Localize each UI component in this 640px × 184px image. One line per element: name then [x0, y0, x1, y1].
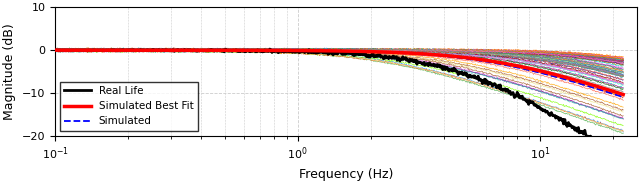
Real Life	[483, 82, 490, 84]
Real Life	[86, 49, 94, 51]
Y-axis label: Magnitude (dB): Magnitude (dB)	[3, 23, 17, 120]
Simulated Best Fit	[381, 51, 389, 53]
Simulated	[381, 51, 389, 53]
X-axis label: Frequency (Hz): Frequency (Hz)	[299, 168, 393, 181]
Simulated Best Fit	[540, 71, 548, 73]
Real Life	[382, 57, 390, 59]
Line: Simulated: Simulated	[55, 50, 623, 97]
Simulated	[86, 49, 94, 51]
Simulated Best Fit	[396, 52, 404, 54]
Real Life	[266, 48, 274, 50]
Simulated Best Fit	[51, 49, 59, 51]
Line: Real Life: Real Life	[55, 49, 623, 161]
Simulated Best Fit	[86, 49, 94, 51]
Line: Simulated Best Fit: Simulated Best Fit	[55, 50, 623, 95]
Simulated	[396, 52, 404, 54]
Simulated	[540, 73, 548, 75]
Real Life	[619, 160, 627, 162]
Simulated	[413, 53, 421, 55]
Real Life	[414, 60, 422, 63]
Simulated Best Fit	[413, 52, 421, 55]
Simulated	[51, 49, 59, 51]
Real Life	[541, 109, 549, 111]
Legend: Real Life, Simulated Best Fit, Simulated: Real Life, Simulated Best Fit, Simulated	[60, 82, 198, 131]
Simulated Best Fit	[620, 93, 627, 96]
Real Life	[51, 49, 59, 51]
Simulated	[482, 61, 490, 63]
Real Life	[620, 156, 627, 158]
Simulated Best Fit	[482, 59, 490, 61]
Real Life	[397, 58, 404, 60]
Simulated	[620, 96, 627, 98]
